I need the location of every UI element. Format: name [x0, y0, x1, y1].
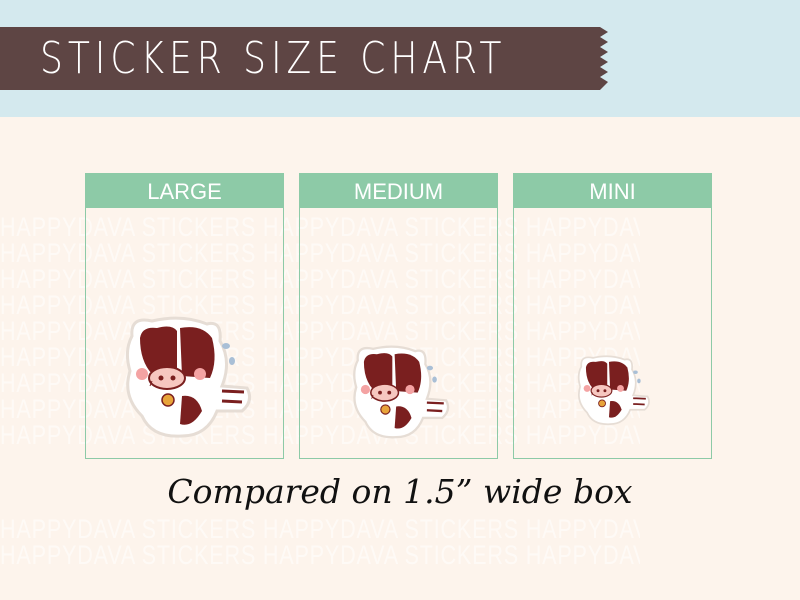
caption: Compared on 1.5” wide box — [167, 472, 633, 511]
cow-sticker-large — [125, 316, 252, 438]
panel-mini: MINI — [513, 173, 712, 459]
panel-large: LARGE — [85, 173, 284, 459]
page-title: STICKER SIZE CHART — [40, 33, 507, 84]
panel-label: MINI — [514, 174, 711, 208]
cow-sticker-mini — [577, 355, 650, 426]
panel-medium: MEDIUM — [299, 173, 498, 459]
title-ribbon — [0, 27, 608, 90]
watermark: HAPPYDAVA STICKERS HAPPYDAVA STICKERS HA… — [0, 516, 640, 568]
panel-label: MEDIUM — [300, 174, 497, 208]
panel-label: LARGE — [86, 174, 283, 208]
cow-sticker-medium — [353, 345, 450, 439]
